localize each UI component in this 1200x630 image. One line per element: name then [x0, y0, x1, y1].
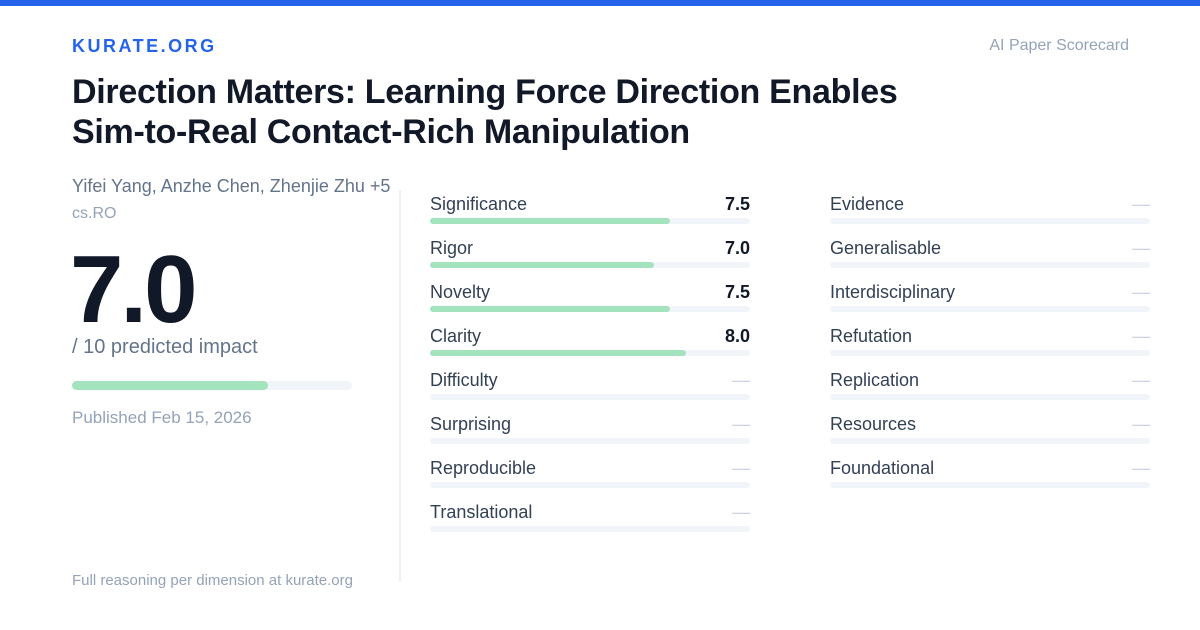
dimension-label: Translational [430, 502, 533, 522]
dimension-score: — [732, 458, 750, 478]
dimension-bar-fill [430, 350, 686, 356]
dimension-row: Surprising — [430, 412, 750, 456]
dimension-label: Surprising [430, 414, 512, 434]
brand-logo-link[interactable]: KURATE.ORG [72, 36, 217, 56]
dimension-score: — [1132, 238, 1150, 258]
dimension-row: Refutation — [830, 324, 1150, 368]
top-accent-bar [0, 0, 1200, 6]
dimension-row: Foundational — [830, 456, 1150, 500]
dimension-row: Clarity 8.0 [430, 324, 750, 368]
dimension-row: Rigor 7.0 [430, 236, 750, 280]
dimension-bar [430, 438, 750, 444]
dimension-score: — [732, 502, 750, 522]
dimension-bar [830, 306, 1150, 312]
paper-category: cs.RO [72, 205, 117, 222]
footer-note: Full reasoning per dimension at kurate.o… [72, 572, 353, 589]
dimension-score: — [732, 414, 750, 434]
dimension-row: Evidence — [830, 192, 1150, 236]
dimension-label: Difficulty [430, 370, 498, 390]
dimension-row: Resources — [830, 412, 1150, 456]
dimension-score: 7.5 [724, 282, 750, 302]
dimension-bar-fill [430, 262, 654, 268]
dimension-bar-fill [430, 306, 670, 312]
dimension-score: — [1132, 370, 1150, 390]
overall-score-bar-fill [72, 381, 268, 390]
dimension-bar [430, 306, 750, 312]
dimension-row: Novelty 7.5 [430, 280, 750, 324]
paper-authors: Yifei Yang, Anzhe Chen, Zhenjie Zhu +5 [72, 176, 391, 196]
dimension-bar [430, 482, 750, 488]
dimension-row: Translational — [430, 500, 750, 544]
column-divider [399, 190, 401, 582]
dimension-bar-fill [430, 218, 670, 224]
paper-title: Direction Matters: Learning Force Direct… [72, 73, 898, 151]
dimension-row: Replication — [830, 368, 1150, 412]
dimension-label: Replication [830, 370, 920, 390]
dimension-score: — [1132, 282, 1150, 302]
dimension-label: Refutation [830, 326, 913, 346]
dimension-bar [830, 438, 1150, 444]
dimension-row: Interdisciplinary — [830, 280, 1150, 324]
dimension-bar [830, 262, 1150, 268]
dimension-score: — [1132, 458, 1150, 478]
dimension-bar [830, 394, 1150, 400]
dimension-row: Reproducible — [430, 456, 750, 500]
dimension-bar [830, 218, 1150, 224]
dimension-score: 7.5 [724, 194, 750, 214]
overall-score-label: / 10 predicted impact [72, 336, 258, 358]
dimension-label: Generalisable [830, 238, 942, 258]
dimension-list-left: Significance 7.5 Rigor 7.0 Novelty 7.5 Clarity… [430, 192, 750, 544]
dimension-bar [430, 394, 750, 400]
dimension-score: 8.0 [724, 326, 750, 346]
dimension-list-right: Evidence — Generalisable — Interdisciplinary… [830, 192, 1150, 500]
dimension-label: Evidence [830, 194, 905, 214]
dimension-score: — [1132, 414, 1150, 434]
dimension-score: — [1132, 326, 1150, 346]
dimension-label: Rigor [430, 238, 474, 258]
dimension-row: Generalisable — [830, 236, 1150, 280]
dimension-label: Clarity [430, 326, 482, 346]
overall-score-bar [72, 381, 352, 390]
page-tagline: AI Paper Scorecard [989, 37, 1129, 54]
dimension-score: — [1132, 194, 1150, 214]
dimension-bar [830, 350, 1150, 356]
published-date: Published Feb 15, 2026 [72, 408, 252, 427]
dimension-bar [830, 482, 1150, 488]
dimension-bar [430, 262, 750, 268]
dimension-bar [430, 218, 750, 224]
dimension-label: Resources [830, 414, 917, 434]
dimension-label: Reproducible [430, 458, 537, 478]
dimension-row: Significance 7.5 [430, 192, 750, 236]
dimension-score: 7.0 [724, 238, 750, 258]
dimension-label: Interdisciplinary [830, 282, 956, 302]
dimension-score: — [732, 370, 750, 390]
dimension-label: Novelty [430, 282, 491, 302]
dimension-row: Difficulty — [430, 368, 750, 412]
dimension-label: Significance [430, 194, 528, 214]
dimension-bar [430, 350, 750, 356]
dimension-label: Foundational [830, 458, 935, 478]
overall-score: 7.0 [70, 236, 197, 343]
dimension-bar [430, 526, 750, 532]
